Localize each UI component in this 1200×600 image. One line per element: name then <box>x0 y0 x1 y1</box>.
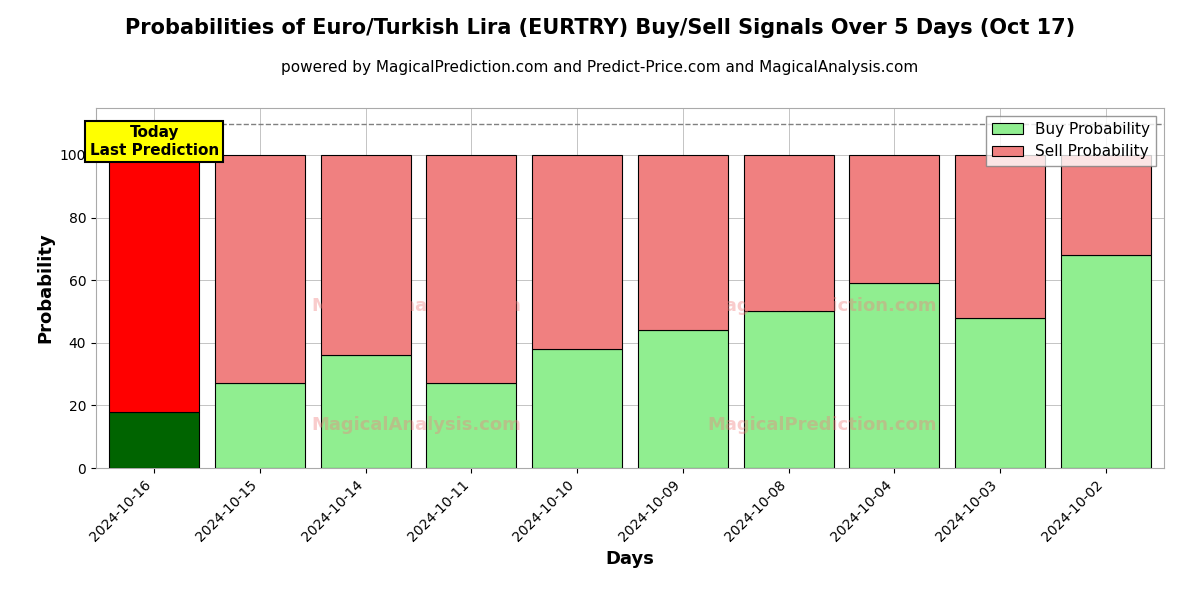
Bar <box>1061 155 1151 255</box>
Bar <box>426 155 516 383</box>
Bar <box>532 349 622 468</box>
Bar <box>850 283 940 468</box>
Text: Probabilities of Euro/Turkish Lira (EURTRY) Buy/Sell Signals Over 5 Days (Oct 17: Probabilities of Euro/Turkish Lira (EURT… <box>125 18 1075 38</box>
Bar <box>638 155 728 330</box>
Text: Today
Last Prediction: Today Last Prediction <box>90 125 218 158</box>
Text: MagicalAnalysis.com: MagicalAnalysis.com <box>312 297 521 315</box>
Bar <box>1061 255 1151 468</box>
Text: MagicalAnalysis.com: MagicalAnalysis.com <box>312 416 521 434</box>
Bar <box>744 311 834 468</box>
Text: MagicalPrediction.com: MagicalPrediction.com <box>708 297 937 315</box>
Text: powered by MagicalPrediction.com and Predict-Price.com and MagicalAnalysis.com: powered by MagicalPrediction.com and Pre… <box>281 60 919 75</box>
Legend: Buy Probability, Sell Probability: Buy Probability, Sell Probability <box>986 116 1157 166</box>
Y-axis label: Probability: Probability <box>36 233 54 343</box>
Bar <box>744 155 834 311</box>
Bar <box>215 155 305 383</box>
Bar <box>320 355 410 468</box>
Bar <box>850 155 940 283</box>
Bar <box>109 155 199 412</box>
Bar <box>532 155 622 349</box>
Bar <box>109 412 199 468</box>
Bar <box>955 318 1045 468</box>
Bar <box>426 383 516 468</box>
Bar <box>955 155 1045 318</box>
Bar <box>215 383 305 468</box>
X-axis label: Days: Days <box>606 550 654 568</box>
Bar <box>638 330 728 468</box>
Bar <box>320 155 410 355</box>
Text: MagicalPrediction.com: MagicalPrediction.com <box>708 416 937 434</box>
